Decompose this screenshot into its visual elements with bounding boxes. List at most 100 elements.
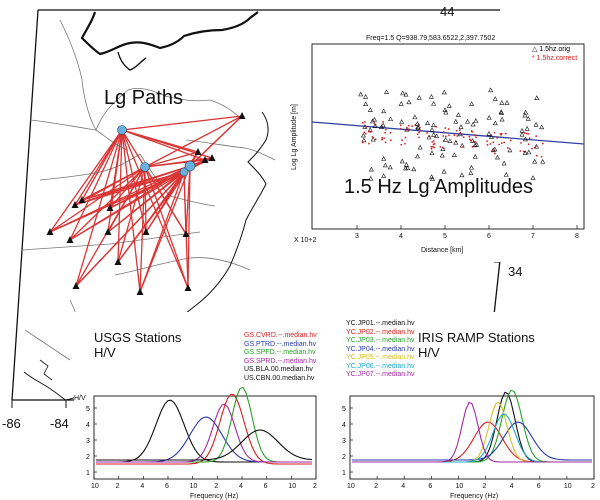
amp-orig-point (468, 164, 475, 170)
amp-xtick-label: 4 (399, 233, 403, 240)
amp-correct-point (473, 134, 476, 136)
amp-orig-point (425, 120, 431, 126)
station-marker (104, 228, 112, 235)
lg-path (144, 115, 243, 168)
amp-orig-point (367, 107, 373, 112)
amp-orig-point (492, 120, 498, 126)
lg-path (144, 151, 199, 168)
amp-orig-point (370, 136, 376, 142)
lg-path-lines (49, 115, 243, 293)
station-marker (208, 154, 216, 161)
amp-correct-point (407, 124, 410, 127)
lg-path (121, 129, 141, 293)
amp-correct-point (500, 132, 503, 135)
amp-correct-point (528, 137, 531, 140)
station-marker (238, 112, 246, 119)
amplitude-multiplier: X 10+2 (294, 237, 316, 244)
amp-correct-point (418, 131, 421, 134)
amp-orig-point (524, 126, 530, 131)
amp-orig-point (534, 95, 540, 100)
station-marker (106, 204, 114, 211)
amp-orig-point (499, 116, 505, 122)
amp-orig-point (400, 90, 406, 96)
amp-orig-point (368, 175, 374, 181)
amp-orig-point (431, 122, 437, 128)
amp-orig-point (381, 173, 387, 178)
lg-path (121, 129, 206, 161)
usgs-legend-item: GS.PTRD.--.median.hv (244, 340, 316, 348)
amp-correct-point (418, 126, 421, 129)
lg-path (74, 171, 185, 206)
amp-orig-point (473, 118, 479, 123)
amp-correct-point (432, 145, 434, 148)
amp-correct-point (363, 131, 366, 134)
iris-hv-curve (352, 401, 592, 463)
amp-correct-point (369, 131, 372, 133)
amp-correct-point (456, 135, 459, 137)
amp-orig-point (442, 107, 448, 112)
amp-orig-point (522, 150, 528, 155)
amp-correct-point (520, 141, 522, 144)
usgs-title: USGS Stations H/V (94, 330, 182, 360)
amp-correct-point (462, 136, 465, 139)
hv-xtick-label: 2 (374, 483, 378, 490)
amp-correct-point (400, 143, 403, 146)
amp-correct-point (541, 142, 544, 145)
amp-correct-point (418, 130, 421, 132)
iris-hv-curve (352, 421, 592, 463)
amp-orig-point (368, 166, 374, 172)
amp-correct-point (364, 121, 366, 123)
hv-ytick-label: 1 (86, 470, 90, 477)
amp-orig-point (499, 100, 505, 105)
amp-correct-point (385, 128, 387, 131)
amp-correct-point (459, 132, 462, 135)
amp-correct-point (373, 121, 376, 124)
amp-orig-point (398, 101, 404, 106)
amp-correct-point (531, 147, 533, 150)
iris-hv-curve (352, 391, 592, 463)
amp-orig-point (387, 164, 393, 170)
amp-correct-point (486, 144, 489, 146)
amp-correct-point (527, 133, 530, 135)
hv-xtick-label: 2 (483, 483, 487, 490)
amp-orig-point (426, 134, 432, 140)
amp-orig-point (381, 156, 387, 161)
amp-orig-point (360, 132, 366, 138)
amp-correct-point (430, 147, 433, 150)
amp-correct-point (498, 143, 501, 146)
amp-orig-point (519, 127, 525, 133)
iris-hv-curve (352, 421, 592, 461)
iris-legend-item: YC.JP06.--.median.hv (346, 362, 415, 370)
hv-ytick-label: 3 (86, 438, 90, 445)
amp-orig-point (455, 112, 461, 117)
amp-orig-point (363, 101, 369, 107)
station-marker (201, 156, 209, 163)
amp-correct-point (439, 145, 442, 148)
amp-orig-point (486, 131, 492, 136)
amp-correct-point (404, 136, 407, 139)
amp-correct-point (381, 137, 383, 139)
amp-correct-point (492, 141, 495, 144)
amp-orig-point (503, 172, 509, 177)
amp-orig-point (443, 109, 449, 115)
amp-correct-point (504, 132, 507, 135)
amp-orig-point (403, 161, 409, 167)
usgs-ticks: 1 2 3 4 5 10 2 4 6 10 2 4 6 10 2 (86, 406, 317, 490)
amp-correct-point (411, 125, 413, 128)
amp-correct-point (381, 138, 384, 141)
amp-orig-point (451, 152, 457, 157)
amp-orig-point (416, 94, 422, 100)
amp-correct-point (382, 121, 385, 123)
lat-label-44: 44 (440, 4, 454, 19)
amp-correct-point (426, 132, 428, 134)
lg-path (117, 171, 185, 263)
amp-orig-point (405, 165, 411, 171)
amplitude-axes: 3 4 5 6 7 8 Log Lg Amplitude [m] Distance [km… (291, 43, 585, 254)
amp-correct-point (406, 126, 408, 129)
amp-correct-point (491, 149, 494, 152)
hv-ytick-label: 4 (86, 422, 90, 429)
usgs-legend-item: US.BLA.00.median.hv (244, 366, 313, 373)
hv-xtick-label: 10 (288, 483, 296, 490)
map-frame-left (11, 9, 39, 401)
amplitude-points (358, 87, 546, 181)
